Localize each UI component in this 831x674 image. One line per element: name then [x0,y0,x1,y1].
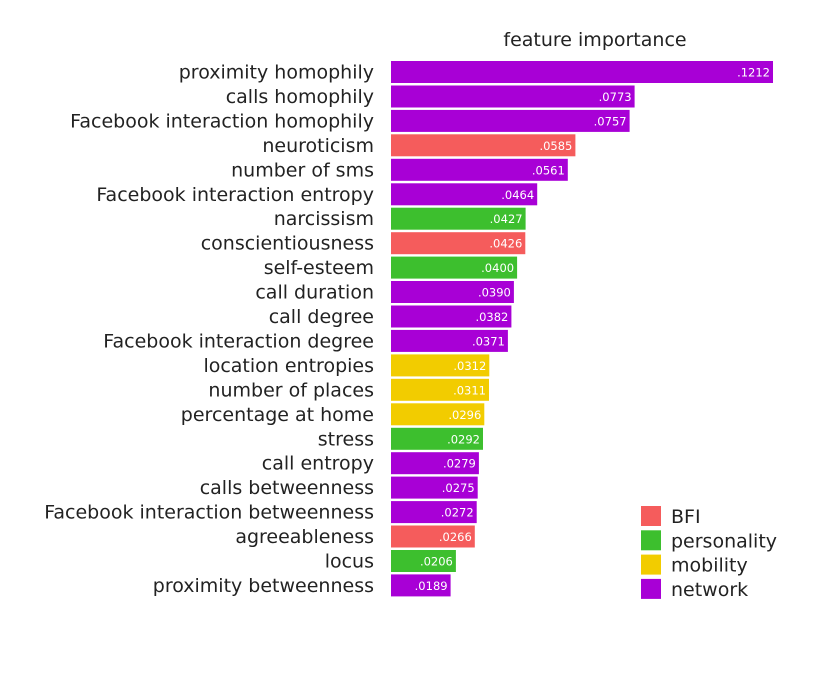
value-label: .0382 [475,310,508,324]
category-label: location entropies [203,355,374,377]
category-label: agreeableness [235,526,374,548]
category-label: number of sms [231,159,374,181]
value-label: .0561 [532,163,565,177]
value-label: .0279 [443,457,476,471]
bar-5 [391,158,568,181]
bar-16 [391,427,483,450]
bar-20 [391,525,475,548]
bar-4 [391,134,576,157]
legend-label-personality: personality [671,530,777,552]
bar-6 [391,183,538,206]
legend-swatch-mobility [641,554,661,575]
bar-10 [391,281,514,303]
legend-swatch-BFI [641,506,661,526]
bar-2 [391,85,635,108]
category-label: calls betweenness [200,477,374,499]
category-label: call duration [255,282,374,304]
bars-layer: proximity homophily .1212 calls homophily.… [44,61,773,597]
legend-label-BFI: BFI [671,506,701,528]
bar-3 [391,109,630,132]
category-label: conscientiousness [201,233,374,255]
category-label: locus [325,551,374,573]
value-label: .0390 [478,286,511,300]
bar-11 [391,305,512,328]
category-label: self-esteem [264,257,374,279]
legend-swatch-personality [641,530,661,551]
bar-13 [391,354,490,377]
value-label: .0275 [442,481,475,495]
value-label: .0773 [599,90,632,104]
legend-label-mobility: mobility [671,555,748,577]
value-label: .0292 [447,432,480,446]
value-label: .0266 [439,530,472,544]
category-label: Facebook interaction homophily [70,110,374,132]
category-label: neuroticism [262,135,374,157]
bar-12 [391,329,508,352]
bar-22 [391,574,451,597]
bar-17 [391,452,479,475]
category-label: proximity betweenness [153,575,374,597]
value-label: .0400 [481,261,514,275]
category-label: number of places [208,379,374,401]
category-label: call degree [269,306,374,328]
category-label: narcissism [274,208,374,230]
bar-21 [391,550,456,572]
legend-swatch-network [641,578,661,599]
category-label: call entropy [262,453,374,475]
category-label: Facebook interaction entropy [96,184,374,206]
bar-8 [391,232,526,255]
legend-label-network: network [671,579,748,601]
chart-title: feature importance [503,29,686,51]
bar-15 [391,403,485,426]
category-label: Facebook interaction degree [103,330,374,352]
category-label: Facebook interaction betweenness [44,502,374,524]
value-label: .0272 [441,506,474,520]
bar-18 [391,476,478,499]
value-label: .0371 [472,334,505,348]
value-label: .0464 [501,188,534,202]
value-label: .0296 [448,408,481,422]
value-label: .0427 [490,212,523,226]
value-label: .0312 [453,359,486,373]
value-label: .0426 [489,237,522,251]
bar-19 [391,501,477,524]
bar-14 [391,378,489,401]
category-label: proximity homophily [179,62,374,84]
value-label: .0311 [453,383,486,397]
category-label: stress [318,428,374,450]
value-label: .1212 [737,66,770,80]
bar-9 [391,256,518,279]
value-label: .0757 [594,114,627,128]
value-label: .0585 [539,139,572,153]
value-label: .0206 [420,555,453,569]
bar-7 [391,207,526,230]
category-label: calls homophily [226,86,374,108]
bar-1 [391,61,773,83]
category-label: percentage at home [181,404,374,426]
value-label: .0189 [415,579,448,593]
